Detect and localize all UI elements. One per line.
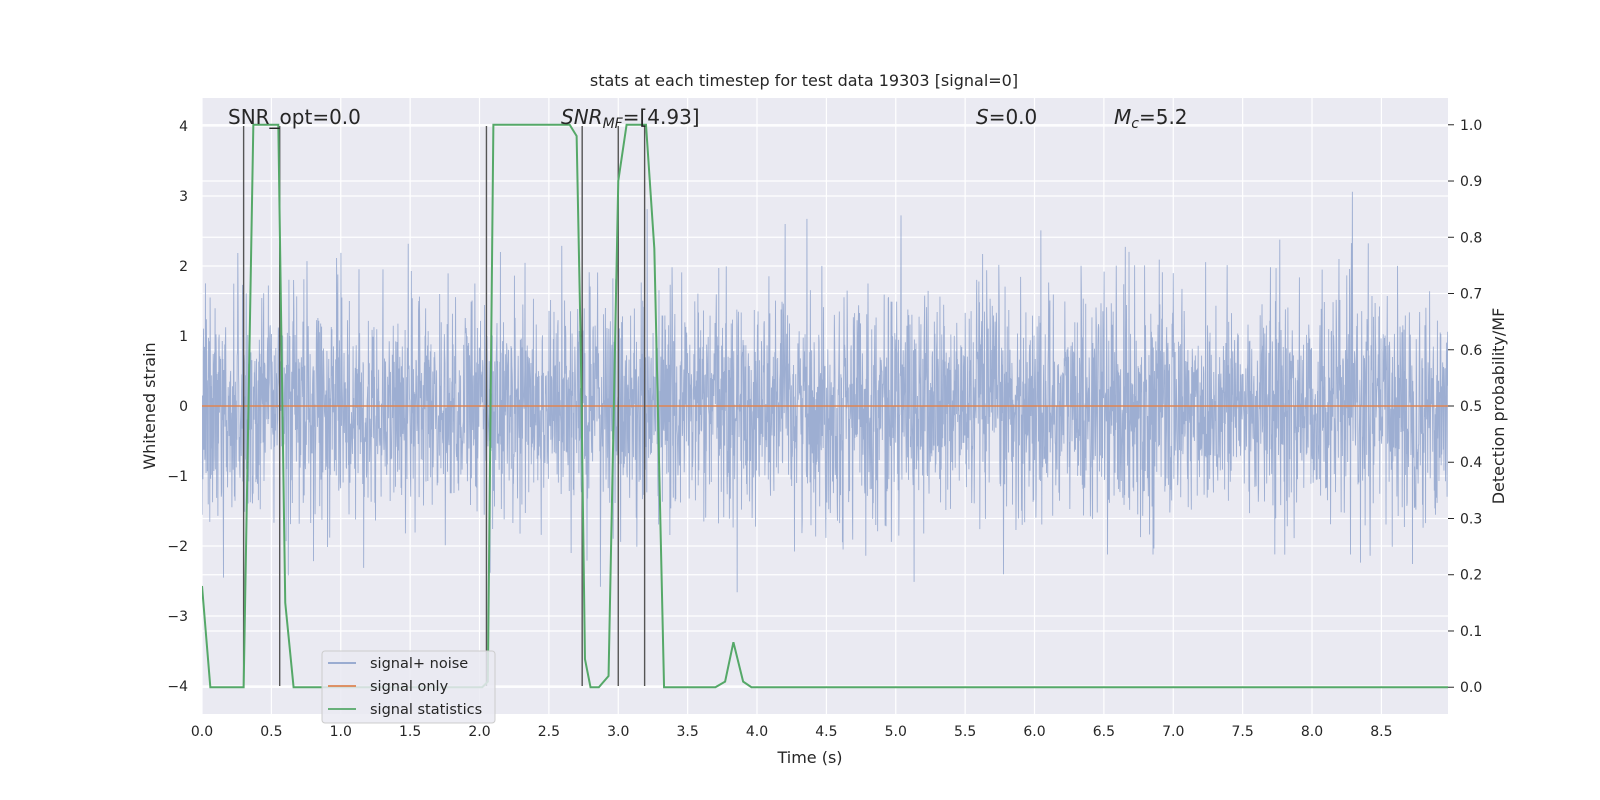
annotation-mc: Mc=5.2 <box>1114 105 1188 132</box>
y-tick-label-left: 1 <box>179 329 188 345</box>
x-ticks: 0.0 0.5 1.0 1.5 2.0 2.5 3.0 3.5 4.0 4.5 5.0 5.5 6.0 6… <box>191 724 1393 740</box>
legend-label-signal-noise: signal+ noise <box>370 656 468 672</box>
x-tick-label: 5.5 <box>954 724 976 740</box>
legend-label-signal-statistics: signal statistics <box>370 702 482 718</box>
x-tick-label: 8.5 <box>1370 724 1392 740</box>
annotation-mc-value: =5.2 <box>1139 105 1188 129</box>
x-tick-label: 6.5 <box>1093 724 1115 740</box>
x-tick-label: 7.0 <box>1162 724 1184 740</box>
x-tick-label: 3.0 <box>607 724 629 740</box>
y-tick-label-right: 0.2 <box>1460 568 1482 584</box>
x-axis-label: Time (s) <box>776 748 842 767</box>
annotation-s-value: =0.0 <box>989 105 1038 129</box>
series-signal-noise <box>202 191 1448 593</box>
x-tick-label: 7.5 <box>1232 724 1254 740</box>
x-tick-label: 8.0 <box>1301 724 1323 740</box>
y-tick-label-left: 3 <box>179 189 188 205</box>
x-tick-label: 3.5 <box>677 724 699 740</box>
annotation-snr-mf: SNRMF=[4.93] <box>561 105 700 132</box>
y-ticks-right: 1.0 0.9 0.8 0.7 0.6 0.5 0.4 0.3 0.2 0.1 0.0 <box>1448 118 1482 696</box>
x-tick-label: 1.5 <box>399 724 421 740</box>
y-tick-label-left: −3 <box>167 609 188 625</box>
y-tick-label-right: 0.5 <box>1460 399 1482 415</box>
y-tick-label-right: 0.1 <box>1460 624 1482 640</box>
x-tick-label: 6.0 <box>1023 724 1045 740</box>
y-tick-label-right: 0.4 <box>1460 455 1482 471</box>
legend: signal+ noise signal only signal statist… <box>321 650 496 724</box>
signal-statistics-points <box>201 124 1449 688</box>
y-tick-label-right: 0.8 <box>1460 230 1482 246</box>
y-tick-label-right: 0.7 <box>1460 287 1482 303</box>
y-tick-label-left: −1 <box>167 469 188 485</box>
annotation-s-symbol: S <box>976 105 989 129</box>
y-ticks-left: 4 3 2 1 0 −1 −2 −3 −4 <box>167 119 188 695</box>
annotation-snr-mf-base: SNR <box>561 105 603 129</box>
x-tick-label: 0.0 <box>191 724 213 740</box>
y-tick-label-right: 0.3 <box>1460 511 1482 527</box>
annotation-snr-opt: SNR_opt=0.0 <box>228 105 361 129</box>
legend-label-signal-only: signal only <box>370 679 449 695</box>
x-tick-label: 2.0 <box>468 724 490 740</box>
annotation-mc-symbol: M <box>1114 105 1131 129</box>
y-tick-label-right: 1.0 <box>1460 118 1482 134</box>
y-tick-label-right: 0.6 <box>1460 343 1482 359</box>
x-tick-label: 4.0 <box>746 724 768 740</box>
x-tick-label: 1.0 <box>330 724 352 740</box>
x-tick-label: 5.0 <box>885 724 907 740</box>
y-tick-label-left: −4 <box>167 679 188 695</box>
x-tick-label: 4.5 <box>815 724 837 740</box>
y-tick-label-left: −2 <box>167 539 188 555</box>
y-axis-label-right: Detection probability/MF <box>1489 308 1508 505</box>
x-tick-label: 0.5 <box>260 724 282 740</box>
y-tick-label-right: 0.9 <box>1460 174 1482 190</box>
annotation-snr-mf-value: =[4.93] <box>623 105 700 129</box>
y-tick-label-right: 0.0 <box>1460 680 1482 696</box>
legend-box <box>321 650 496 724</box>
x-tick-label: 2.5 <box>538 724 560 740</box>
annotation-mc-sub: c <box>1131 116 1139 132</box>
annotation-s: S=0.0 <box>976 105 1037 129</box>
chart-title: stats at each timestep for test data 193… <box>590 71 1018 90</box>
y-tick-label-left: 4 <box>179 119 188 135</box>
y-tick-label-left: 0 <box>179 399 188 415</box>
y-axis-label-left: Whitened strain <box>140 342 159 469</box>
annotation-snr-mf-sub: MF <box>603 116 624 132</box>
y-tick-label-left: 2 <box>179 259 188 275</box>
